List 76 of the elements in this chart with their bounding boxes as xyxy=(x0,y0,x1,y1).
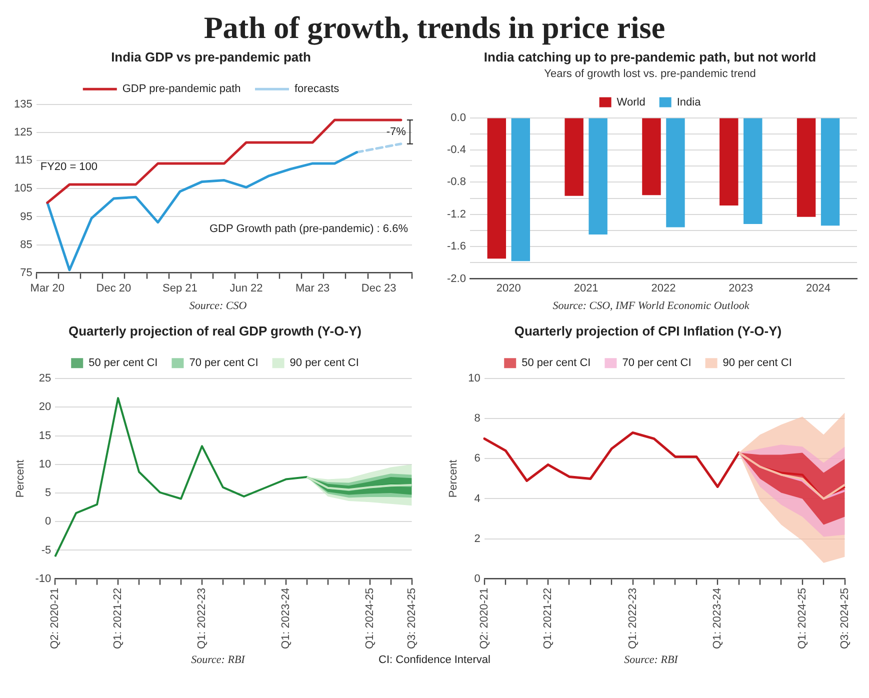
x-tick-label: Q1: 2021-22 xyxy=(542,588,554,649)
x-tick-label: Sep 21 xyxy=(162,282,198,294)
y-tick-label: -1.2 xyxy=(446,208,466,220)
x-tick-label: 2024 xyxy=(806,282,831,294)
chart-subtitle: Years of growth lost vs. pre-pandemic trend xyxy=(544,68,756,80)
y-tick-label: 10 xyxy=(38,458,52,470)
legend-label: 50 per cent CI xyxy=(522,357,591,370)
x-tick-label: Q1: 2021-22 xyxy=(112,588,124,649)
y-tick-label: -0.8 xyxy=(446,176,466,188)
x-tick-label: Dec 23 xyxy=(361,282,396,294)
x-tick-label: Q2: 2020-21 xyxy=(49,588,62,649)
y-tick-label: 25 xyxy=(38,372,52,385)
legend-label: World xyxy=(616,96,646,108)
annotation: FY20 = 100 xyxy=(40,160,98,173)
legend-label: 90 per cent CI xyxy=(290,357,359,370)
legend-label: 50 per cent CI xyxy=(88,357,158,370)
legend-label: GDP pre-pandemic path xyxy=(122,83,241,96)
y-tick-label: 125 xyxy=(14,126,32,139)
x-tick-label: Q1: 2024-25 xyxy=(796,588,808,649)
y-tick-label: 115 xyxy=(14,154,32,167)
x-tick-label: 2022 xyxy=(651,282,676,294)
source-note: Source: CSO xyxy=(188,299,248,314)
y-tick-label: 75 xyxy=(20,266,32,279)
x-tick-label: Jun 22 xyxy=(230,282,263,294)
source-note: Source: CSO, IMF World Economic Outlook xyxy=(552,299,750,314)
source-note: Source: RBI xyxy=(624,654,678,666)
x-tick-label: Q1: 2023-24 xyxy=(280,588,292,649)
legend-label: 70 per cent CI xyxy=(622,357,692,370)
x-tick-label: Q1: 2024-25 xyxy=(364,588,376,649)
y-tick-label: 8 xyxy=(474,412,480,425)
annotation: GDP Growth path (pre-pandemic) : 6.6% xyxy=(210,223,408,236)
y-tick-label: 2 xyxy=(474,532,480,545)
x-tick-label: Q3: 2024-25 xyxy=(838,588,851,649)
legend-label: 90 per cent CI xyxy=(722,357,792,370)
y-tick-label: -2.0 xyxy=(446,272,466,285)
x-tick-label: 2021 xyxy=(574,282,598,294)
x-tick-label: Q1: 2022-23 xyxy=(626,588,639,649)
y-tick-label: -0.4 xyxy=(446,144,466,156)
y-tick-label: 85 xyxy=(20,238,32,251)
x-tick-label: Q1: 2023-24 xyxy=(712,588,724,649)
y-tick-label: -10 xyxy=(35,572,52,585)
y-tick-label: 5 xyxy=(44,487,52,500)
x-tick-label: Q1: 2022-23 xyxy=(196,588,208,649)
y-axis-title: Percent xyxy=(448,460,460,498)
x-tick-label: Q3: 2024-25 xyxy=(406,588,418,649)
x-tick-label: Mar 23 xyxy=(295,282,330,294)
chart-title: India GDP vs pre-pandemic path xyxy=(111,49,311,64)
legend-label: India xyxy=(676,96,702,108)
y-tick-label: 20 xyxy=(38,401,52,414)
y-tick-label: 10 xyxy=(468,372,480,385)
text: Path of growth, trends in price rise xyxy=(202,9,666,47)
chart-title: Quarterly projection of real GDP growth (Y-O-Y) xyxy=(68,323,362,338)
y-tick-label: 105 xyxy=(14,182,32,195)
y-tick-label: 0 xyxy=(44,516,52,528)
x-tick-label: 2023 xyxy=(728,282,754,294)
legend-label: forecasts xyxy=(294,83,340,96)
x-tick-label: Q2: 2020-21 xyxy=(478,588,490,649)
y-tick-label: 0 xyxy=(474,572,480,585)
y-tick-label: 135 xyxy=(14,98,32,111)
y-axis-title: Percent xyxy=(14,460,27,498)
text: CI: Confidence Interval xyxy=(378,654,490,666)
x-tick-label: Dec 20 xyxy=(96,282,132,294)
annotation: -7% xyxy=(386,126,406,138)
chart-title: Quarterly projection of CPI Inflation (Y-O-Y) xyxy=(514,323,782,338)
x-tick-label: 2020 xyxy=(496,282,521,294)
y-tick-label: -5 xyxy=(41,544,52,556)
x-tick-label: Mar 20 xyxy=(30,282,65,294)
legend-label: 70 per cent CI xyxy=(189,357,258,370)
y-tick-label: 0.0 xyxy=(450,112,466,124)
y-tick-label: -1.6 xyxy=(446,240,466,253)
chart-title: India catching up to pre-pandemic path, but not world xyxy=(484,49,816,64)
source-note: Source: RBI xyxy=(191,654,245,666)
y-tick-label: 15 xyxy=(38,430,52,442)
y-tick-label: 95 xyxy=(20,210,32,223)
y-tick-label: 4 xyxy=(474,492,480,505)
y-tick-label: 6 xyxy=(474,452,480,465)
